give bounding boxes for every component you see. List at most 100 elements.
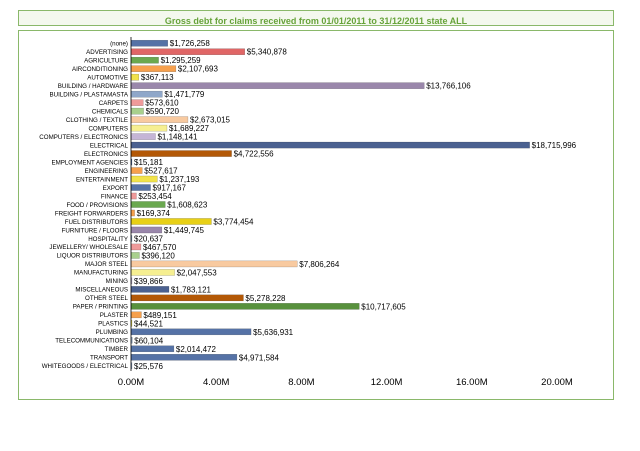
value-label: $10,717,605 (361, 302, 406, 311)
bars-group (130, 39, 530, 370)
value-label: $7,806,264 (299, 260, 340, 269)
bar (130, 99, 144, 106)
x-tick-label: 20.00M (541, 377, 573, 388)
x-tick-label: 8.00M (288, 377, 314, 388)
value-label: $18,715,996 (532, 141, 577, 150)
bar (130, 82, 425, 89)
value-labels-group: $1,726,258 $5,340,878 $1,295,259$2,107,693… (134, 39, 577, 371)
value-label: $1,449,745 (164, 226, 205, 235)
bar (130, 48, 245, 55)
category-label: CHEMICALS (92, 108, 128, 115)
category-label: CLOTHING / TEXTILE (66, 117, 128, 124)
value-label: $60,104 (134, 336, 163, 345)
bar (130, 201, 166, 208)
bar (130, 345, 175, 353)
chart-title: Gross debt for claims received from 01/0… (164, 16, 468, 26)
category-label: OTHER STEEL (85, 295, 129, 302)
chart-frame (18, 30, 614, 400)
bar (130, 133, 156, 140)
bar (130, 269, 175, 276)
category-label: WHITEGOODS / ELECTRICAL (42, 363, 129, 370)
value-label: $253,454 (138, 192, 172, 201)
bar (130, 116, 189, 123)
category-label: FUEL DISTRIBUTORS (65, 219, 128, 226)
value-label: $5,636,931 (253, 328, 294, 337)
category-label: FINANCE (101, 193, 128, 200)
bar (130, 39, 168, 47)
bar (130, 150, 232, 157)
category-label: TRANSPORT (90, 355, 128, 362)
category-label: AUTOMOTIVE (87, 74, 128, 81)
value-label: $467,570 (143, 243, 177, 252)
value-label: $367,113 (141, 73, 174, 82)
category-label: ELECTRONICS (84, 151, 128, 158)
x-axis: 0.00M 4.00M 8.00M 12.00M 16.00M 20.00M (118, 37, 573, 388)
value-label: $2,047,553 (177, 268, 218, 277)
value-label: $5,340,878 (247, 48, 288, 57)
category-label: BUILDING / HARDWARE (58, 83, 128, 90)
bar (130, 226, 163, 234)
bar (130, 65, 177, 72)
value-label: $489,151 (143, 311, 177, 320)
value-label: $44,521 (134, 319, 163, 328)
category-label: (none) (110, 41, 128, 48)
bar (130, 184, 151, 191)
bar (130, 311, 142, 319)
x-tick-label: 4.00M (203, 377, 229, 388)
category-label: TIMBER (105, 346, 129, 353)
value-label: $13,766,106 (426, 82, 471, 91)
bar (130, 192, 137, 200)
category-label: ELECTRICAL (90, 142, 129, 149)
bar (130, 209, 135, 217)
category-label: FOOD / PROVISIONS (66, 202, 128, 209)
bar (130, 252, 140, 259)
bar (130, 243, 142, 251)
category-label: PLASTICS (98, 321, 128, 328)
value-label: $3,774,454 (213, 217, 254, 226)
bar (130, 141, 530, 149)
value-label: $4,971,584 (239, 353, 280, 362)
category-label: COMPUTERS / ELECTRONICS (39, 134, 128, 141)
category-label: ADVERTISING (86, 49, 128, 56)
category-label: LIQUOR DISTRIBUTORS (57, 253, 128, 260)
x-tick-label: 0.00M (118, 377, 144, 388)
value-label: $2,107,693 (178, 65, 219, 74)
value-label: $1,726,258 (170, 39, 211, 48)
category-label: TELECOMMUNICATIONS (55, 338, 128, 345)
value-label: $4,722,556 (234, 150, 275, 159)
bar (130, 294, 244, 302)
value-label: $590,720 (146, 107, 180, 116)
category-label: MISCELLANEOUS (75, 287, 128, 294)
category-label: AGRICULTURE (84, 58, 128, 65)
bar (130, 354, 238, 361)
category-label: COMPUTERS (88, 125, 128, 132)
chart-title-box: Gross debt for claims received from 01/0… (18, 10, 614, 26)
bar (130, 167, 143, 174)
category-label: HOSPITALITY (88, 236, 128, 243)
category-label: MANUFACTURING (74, 270, 128, 277)
bar (130, 90, 163, 98)
value-label: $1,689,227 (169, 124, 210, 133)
value-label: $396,120 (141, 251, 175, 260)
value-label: $20,637 (134, 234, 163, 243)
value-label: $5,278,228 (245, 294, 286, 303)
bar (130, 260, 298, 268)
bar (130, 218, 212, 225)
value-label: $169,374 (137, 209, 171, 218)
value-label: $917,167 (153, 184, 187, 193)
category-label: FREIGHT FORWARDERS (55, 210, 128, 217)
bar (130, 328, 252, 336)
category-label: JEWELLERY/ WHOLESALE (49, 244, 128, 251)
bar (130, 303, 360, 310)
value-label: $527,617 (144, 167, 178, 176)
category-label: PAPER / PRINTING (73, 304, 128, 311)
bar (130, 107, 144, 115)
bar (130, 56, 159, 64)
value-label: $1,783,121 (171, 285, 212, 294)
category-label: FURNITURE / FLOORS (62, 227, 128, 234)
value-label: $1,295,259 (161, 56, 202, 65)
value-label: $1,148,141 (157, 133, 198, 142)
category-label: ENTERTAINMENT (76, 176, 128, 183)
category-label: PLASTER (100, 312, 129, 319)
